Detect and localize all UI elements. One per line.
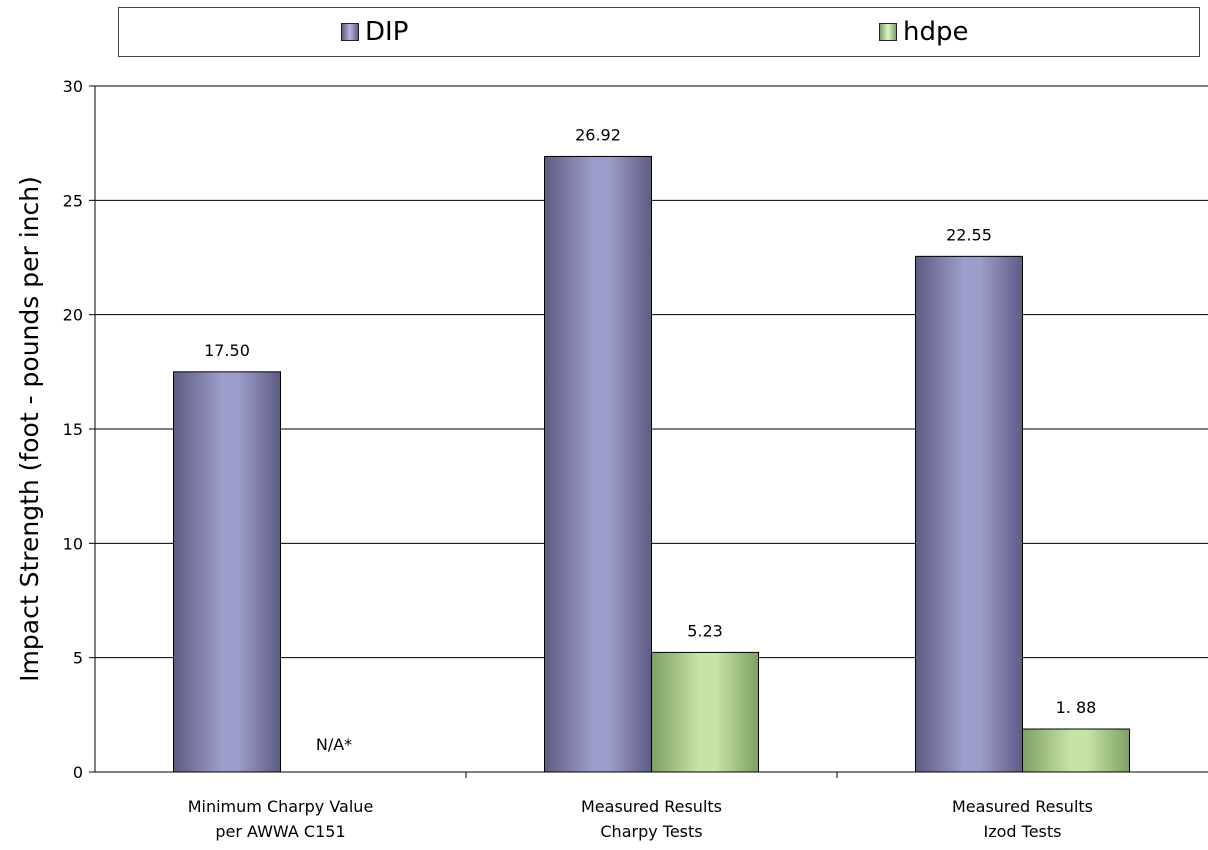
bar-hdpe [1022,728,1130,773]
y-tick-label: 5 [73,649,83,668]
y-tick-label: 30 [63,77,83,96]
data-label: 26.92 [575,125,621,144]
data-label: 1. 88 [1056,698,1097,717]
bar-dip [915,255,1023,773]
legend-label-dip: DIP [365,17,409,47]
data-label: 5.23 [687,621,723,640]
y-tick-label: 0 [73,763,83,782]
legend: DIP hdpe [118,7,1200,57]
x-tick-label: Measured Results [581,797,722,816]
y-tick-label: 15 [63,420,83,439]
data-label: 17.50 [204,341,250,360]
legend-item-hdpe: hdpe [879,17,968,47]
y-tick-label: 10 [63,534,83,553]
y-tick-label: 25 [63,191,83,210]
legend-label-hdpe: hdpe [903,17,969,47]
bar-hdpe [651,651,759,773]
x-tick-label: Measured Results [952,797,1093,816]
y-tick-label: 20 [63,306,83,325]
x-tick-label: Charpy Tests [600,822,702,841]
bar-dip [544,155,652,773]
legend-swatch-dip [341,23,359,41]
x-tick-label: per AWWA C151 [215,822,345,841]
bar-dip [173,371,281,773]
x-tick-label: Minimum Charpy Value [188,797,374,816]
legend-swatch-hdpe [879,23,897,41]
x-tick-label: Izod Tests [984,822,1062,841]
legend-item-dip: DIP [341,17,408,47]
data-label: 22.55 [946,225,992,244]
data-label: N/A* [316,735,352,754]
y-axis-label: Impact Strength (foot - pounds per inch) [15,176,44,682]
